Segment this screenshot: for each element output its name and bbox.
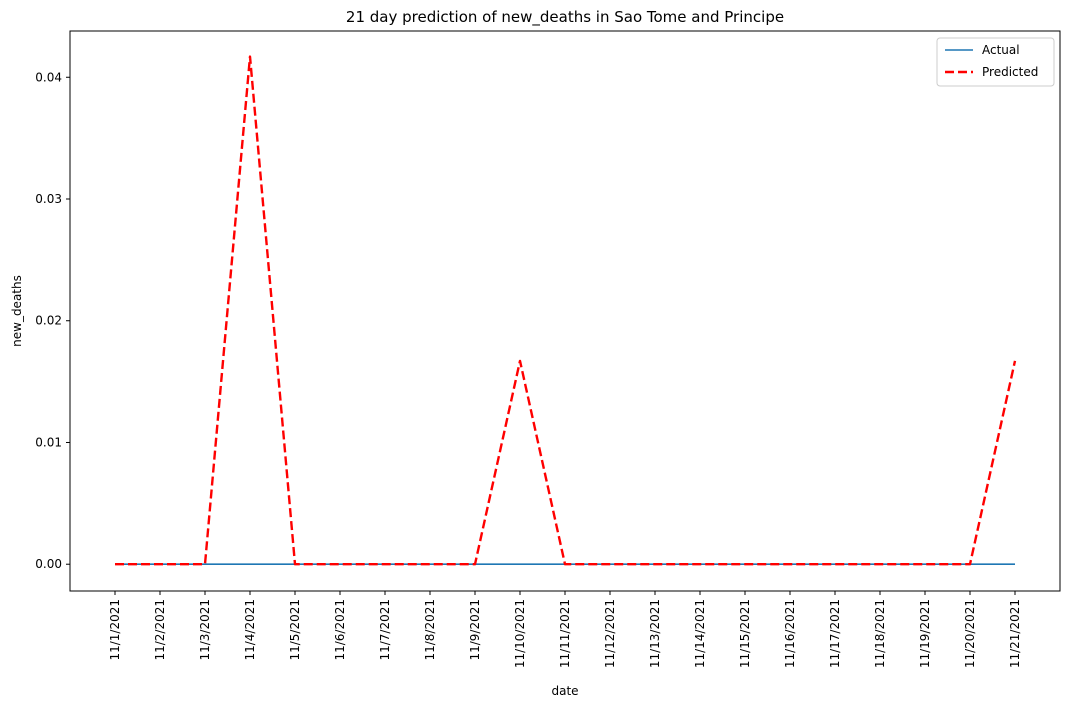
x-tick-label: 11/9/2021 (468, 599, 482, 661)
y-tick-label: 0.03 (35, 192, 62, 206)
x-tick-label: 11/5/2021 (288, 599, 302, 661)
y-axis-label: new_deaths (10, 275, 24, 347)
x-axis-label: date (551, 684, 578, 698)
x-tick-label: 11/19/2021 (918, 599, 932, 668)
x-tick-label: 11/1/2021 (108, 599, 122, 661)
y-tick-label: 0.02 (35, 314, 62, 328)
legend-label-actual: Actual (982, 43, 1020, 57)
x-tick-label: 11/4/2021 (243, 599, 257, 661)
x-tick-label: 11/10/2021 (513, 599, 527, 668)
plot-frame (69, 30, 1061, 592)
legend: Actual Predicted (936, 37, 1055, 87)
x-tick-label: 11/16/2021 (783, 599, 797, 668)
x-tick-label: 11/21/2021 (1008, 599, 1022, 668)
x-tick-label: 11/14/2021 (693, 599, 707, 668)
x-tick-label: 11/20/2021 (963, 599, 977, 668)
y-tick-label: 0.04 (35, 70, 62, 84)
x-tick-label: 11/2/2021 (153, 599, 167, 661)
x-tick-label: 11/7/2021 (378, 599, 392, 661)
x-tick-label: 11/13/2021 (648, 599, 662, 668)
x-tick-label: 11/8/2021 (423, 599, 437, 661)
x-tick-label: 11/15/2021 (738, 599, 752, 668)
chart-title: 21 day prediction of new_deaths in Sao T… (346, 8, 784, 27)
legend-label-predicted: Predicted (982, 65, 1038, 79)
x-tick-label: 11/12/2021 (603, 599, 617, 668)
x-tick-label: 11/17/2021 (828, 599, 842, 668)
x-tick-label: 11/6/2021 (333, 599, 347, 661)
y-tick-label: 0.00 (35, 557, 62, 571)
x-tick-label: 11/18/2021 (873, 599, 887, 668)
x-tick-label: 11/3/2021 (198, 599, 212, 661)
y-tick-label: 0.01 (35, 435, 62, 449)
plot-area: 0.00 0.01 0.02 0.03 0.04 11/1/2021 11/2/2021 11… (35, 30, 1061, 668)
series-line-predicted (115, 55, 1017, 566)
x-tick-label: 11/11/2021 (558, 599, 572, 668)
